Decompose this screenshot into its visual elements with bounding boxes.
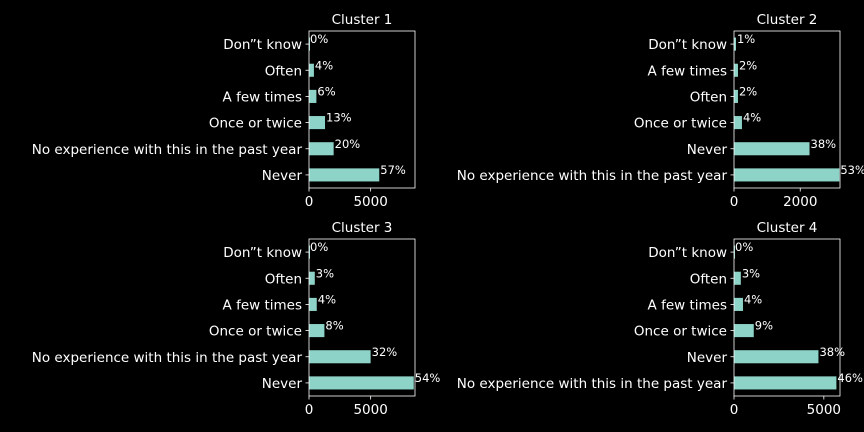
x-tick-label: 0 [305,194,314,210]
category-label: Don”t know [648,37,727,53]
bar [734,142,810,156]
category-label: Often [690,271,727,287]
category-label: Often [265,271,302,287]
data-label: 4% [743,111,761,125]
data-label: 54% [415,371,441,385]
axes-frame [308,238,416,397]
category-label: A few times [648,297,727,313]
x-tick-label: 2000 [783,194,817,210]
data-label: 0% [310,32,328,46]
axes-frame [308,30,416,189]
data-label: 4% [318,292,336,306]
data-label: 13% [326,111,352,125]
x-tick-label: 5000 [807,402,841,418]
bar [734,168,840,182]
data-label: 4% [744,292,762,306]
chart-title: Cluster 3 [332,220,393,236]
chart-panel-2: No experience with this in the past year… [457,12,864,210]
bar [309,324,325,338]
category-label: Often [265,63,302,79]
category-label: Often [690,89,727,105]
bar [309,245,310,259]
bar [309,89,317,103]
data-label: 8% [325,319,343,333]
category-label: Once or twice [634,116,727,132]
bar [309,297,317,311]
x-tick-label: 0 [730,402,739,418]
chart-panel-3: Never 54% No experience with this in the p… [32,220,441,418]
data-label: 1% [737,32,755,46]
bar [309,142,334,156]
chart-title: Cluster 1 [332,12,393,28]
category-label: Never [687,350,728,366]
category-label: No experience with this in the past year [457,168,728,184]
x-tick-label: 0 [305,402,314,418]
x-tick-label: 0 [730,194,739,210]
data-label: 20% [335,137,361,151]
category-label: Once or twice [209,324,302,340]
category-label: Never [262,168,303,184]
category-label: A few times [223,297,302,313]
data-label: 0% [310,240,328,254]
bar [734,324,754,338]
category-label: Don”t know [223,37,302,53]
data-label: 2% [739,58,757,72]
data-label: 53% [840,163,864,177]
data-label: 4% [315,58,333,72]
category-label: Once or twice [209,116,302,132]
data-label: 3% [742,266,760,280]
data-label: 3% [316,266,334,280]
x-tick-label: 5000 [353,402,387,418]
category-label: A few times [648,63,727,79]
category-label: No experience with this in the past year [457,376,728,392]
bar [734,376,837,390]
axes-frame [733,30,841,189]
bar [309,37,310,51]
data-label: 57% [380,163,406,177]
bar [309,116,326,130]
bar [309,376,414,390]
bar [734,89,738,103]
chart-panel-4: No experience with this in the past year… [457,220,863,418]
data-label: 0% [735,240,753,254]
bar [309,271,315,285]
chart-title: Cluster 4 [757,220,818,236]
category-label: Never [687,142,728,158]
category-label: No experience with this in the past year [32,350,303,366]
category-label: A few times [223,89,302,105]
data-label: 46% [837,371,863,385]
category-label: Don”t know [648,245,727,261]
data-label: 38% [811,137,837,151]
axes-frame [733,238,841,397]
category-label: Don”t know [223,245,302,261]
category-label: Never [262,376,303,392]
bar [309,350,371,364]
x-tick-label: 5000 [353,194,387,210]
data-label: 32% [372,345,398,359]
category-label: No experience with this in the past year [32,142,303,158]
bar [734,116,742,130]
bar [734,297,743,311]
bar [734,37,736,51]
data-label: 6% [317,84,335,98]
bar [309,168,380,182]
bar [734,350,819,364]
chart-panel-1: Never 57% No experience with this in the p… [32,12,416,210]
bar [734,245,735,259]
data-label: 2% [739,84,757,98]
bar [734,271,741,285]
chart-title: Cluster 2 [757,12,818,28]
category-label: Once or twice [634,324,727,340]
data-label: 38% [819,345,845,359]
bar [309,63,314,77]
bar [734,63,738,77]
data-label: 9% [755,319,773,333]
